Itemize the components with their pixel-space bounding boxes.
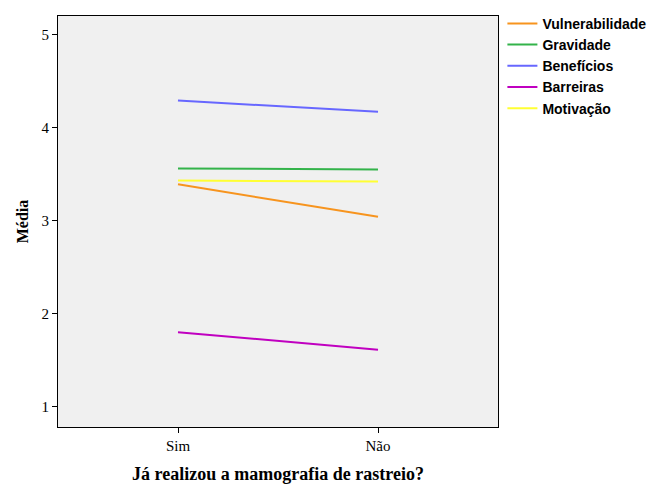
svg-text:Barreiras: Barreiras	[542, 79, 604, 95]
svg-text:Não: Não	[366, 438, 391, 454]
svg-text:3: 3	[42, 213, 50, 229]
svg-text:2: 2	[42, 306, 50, 322]
svg-text:Sim: Sim	[166, 438, 191, 454]
svg-text:Benefícios: Benefícios	[542, 58, 613, 74]
svg-text:1: 1	[42, 399, 50, 415]
svg-text:Já realizou a mamografia de ra: Já realizou a mamografia de rastreio?	[132, 464, 424, 484]
svg-text:5: 5	[42, 27, 50, 43]
svg-text:4: 4	[42, 120, 50, 136]
svg-text:Motivação: Motivação	[542, 101, 610, 117]
svg-text:Gravidade: Gravidade	[542, 37, 611, 53]
svg-text:Vulnerabilidade: Vulnerabilidade	[542, 16, 646, 32]
svg-text:Média: Média	[14, 200, 31, 244]
